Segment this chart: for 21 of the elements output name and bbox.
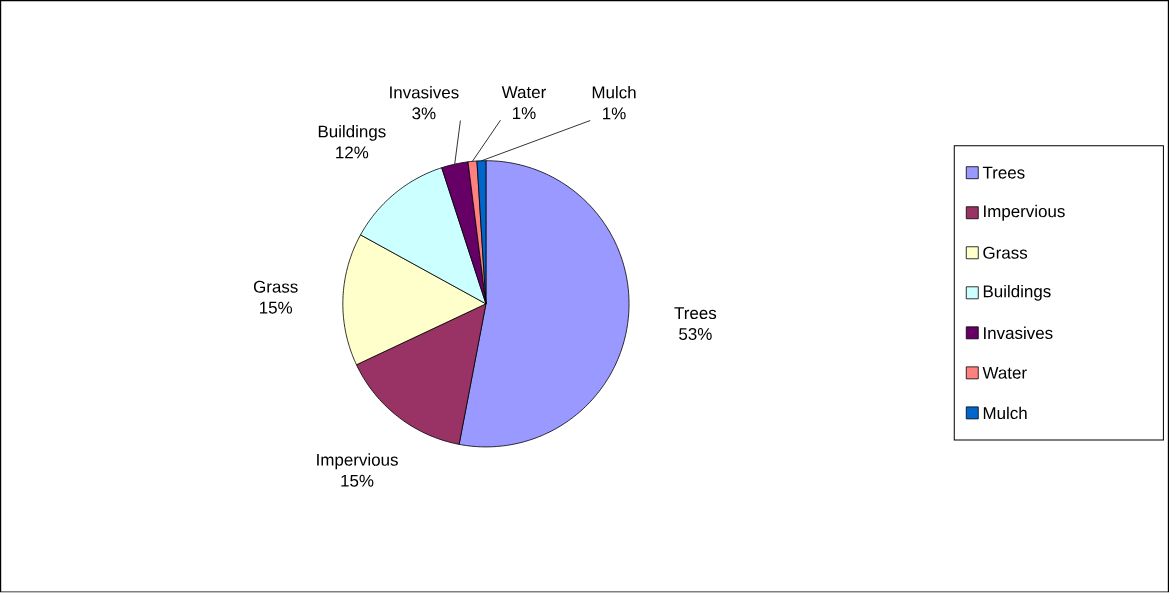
legend-label: Invasives: [984, 326, 1053, 340]
slice-label: Buildings: [318, 125, 386, 142]
slice-label: Mulch: [592, 86, 636, 99]
legend-label: Water: [982, 367, 1027, 379]
data-label: 12%: [336, 146, 369, 159]
data-label: 15%: [341, 474, 374, 487]
legend-label: Buildings: [983, 285, 1051, 301]
data-label: 3%: [412, 107, 436, 120]
legend-label: Impervious: [984, 205, 1065, 221]
slice-label: Invasives: [390, 86, 459, 99]
slice-label: Water: [501, 86, 546, 99]
data-label: 15%: [260, 301, 293, 314]
legend-label: Mulch: [983, 406, 1027, 420]
data-label: 53%: [679, 328, 712, 341]
slice-label: Impervious: [317, 453, 398, 470]
data-label: 1%: [513, 107, 536, 120]
data-label: 1%: [603, 107, 626, 120]
legend-label: Trees: [982, 166, 1025, 179]
slice-label: Grass: [253, 280, 298, 293]
legend-label: Grass: [983, 246, 1028, 259]
slice-label: Trees: [674, 307, 717, 320]
